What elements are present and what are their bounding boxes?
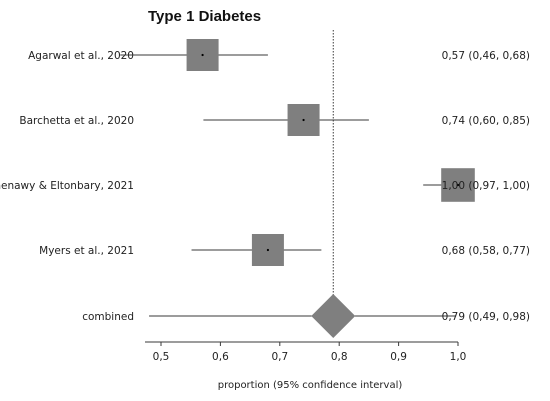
x-tick-label: 0,7 [271,351,288,363]
chart-title: Type 1 Diabetes [148,8,261,25]
x-tick-label: 1,0 [450,351,467,363]
ci-label: 1,00 (0,97, 1,00) [442,180,530,192]
combined-label: combined [82,311,134,323]
ci-label: 0,74 (0,60, 0,85) [442,115,530,127]
study-label: Agarwal et al., 2020 [28,50,134,62]
study-rows: Agarwal et al., 2020 0,57 (0,46, 0,68) Bar… [0,30,530,338]
x-axis-label: proportion (95% confidence interval) [218,380,403,391]
study-label: Myers et al., 2021 [39,245,134,257]
x-tick-label: 0,8 [331,351,348,363]
combined-row: combined 0,79 (0,49, 0,98) [82,294,530,338]
study-row: Elhenawy & Eltonbary, 2021 1,00 (0,97, 1,… [0,168,530,202]
point-estimate [201,53,204,57]
point-estimate [456,183,460,187]
point-estimate [266,248,270,252]
study-label: Elhenawy & Eltonbary, 2021 [0,180,134,192]
ci-label: 0,68 (0,58, 0,77) [442,245,530,257]
study-row: Agarwal et al., 2020 0,57 (0,46, 0,68) [28,39,530,71]
point-estimate [302,118,305,122]
x-tick-label: 0,9 [390,351,407,363]
study-label: Barchetta et al., 2020 [19,115,134,127]
combined-ci-label: 0,79 (0,49, 0,98) [442,311,530,323]
study-row: Barchetta et al., 2020 0,74 (0,60, 0,85) [19,104,530,136]
x-tick-label: 0,5 [153,351,170,363]
study-row: Myers et al., 2021 0,68 (0,58, 0,77) [39,234,530,266]
x-axis: 0,5 0,6 0,7 0,8 0,9 1,0 [145,341,467,363]
ci-label: 0,57 (0,46, 0,68) [442,50,530,62]
combined-diamond [311,294,356,338]
x-tick-label: 0,6 [212,351,229,363]
